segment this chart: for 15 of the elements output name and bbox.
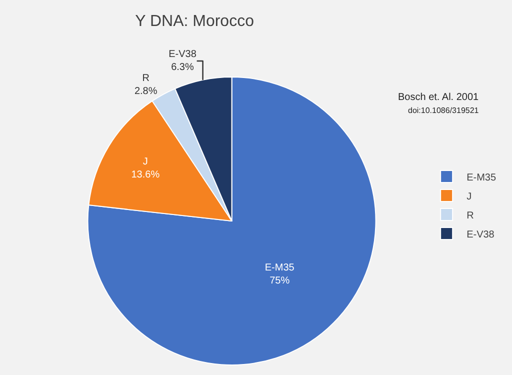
- data-label: 75%: [270, 276, 290, 287]
- slice-label: J: [142, 156, 148, 168]
- slice-label: E-V38: [168, 49, 197, 60]
- legend-label: E-V38: [466, 229, 495, 240]
- text: Bosch et. Al. 2001: [398, 92, 480, 103]
- data-label: 2.8%: [134, 86, 158, 98]
- legend-label: R: [466, 210, 474, 222]
- data-label: 6.3%: [171, 62, 194, 74]
- chart-title: Y DNA: Morocco: [135, 13, 254, 30]
- legend-label: J: [466, 191, 472, 202]
- slice-label: E-M35: [264, 262, 295, 274]
- legend-label: E-M35: [466, 172, 496, 184]
- slice-label: R: [142, 73, 150, 84]
- text: doi:10.1086/319521: [408, 106, 480, 115]
- data-label: 13.6%: [131, 169, 160, 180]
